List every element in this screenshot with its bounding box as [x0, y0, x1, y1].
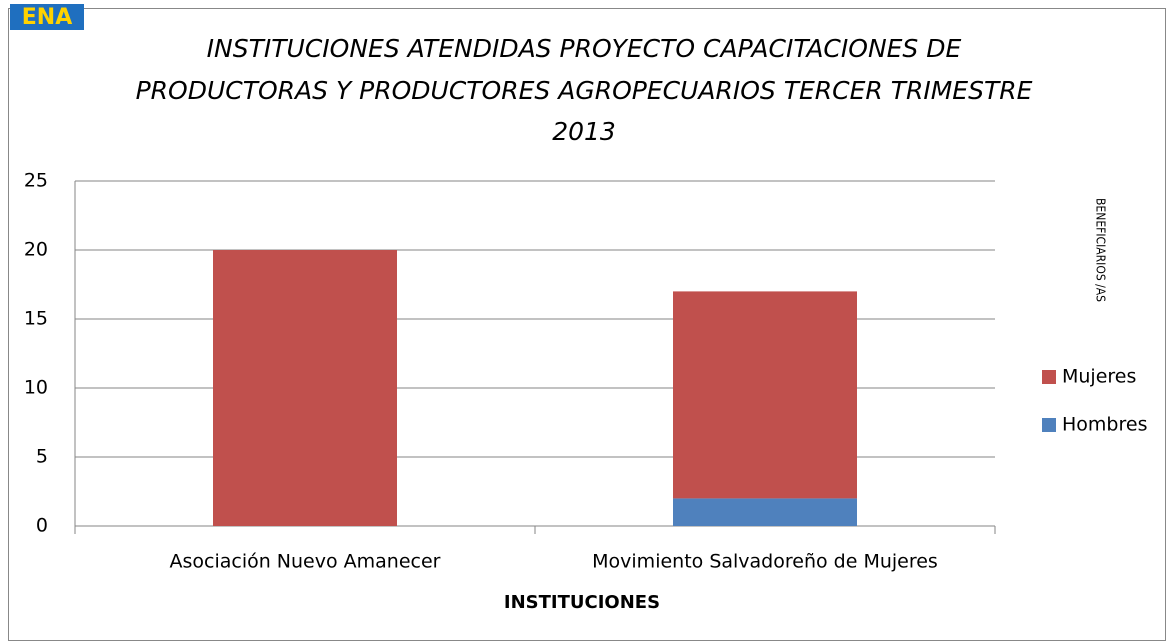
legend-label: Hombres: [1062, 414, 1147, 436]
frame: [8, 8, 1166, 641]
y-tick-label: 15: [24, 308, 48, 330]
y-axis-label: BENEFICIARIOS /AS: [1094, 198, 1108, 302]
bar-segment: [673, 291, 857, 499]
bar-segment: [673, 498, 857, 526]
bar-segment: [213, 250, 397, 526]
x-axis-label: INSTITUCIONES: [504, 592, 660, 613]
logo: ENA: [22, 5, 72, 30]
y-tick-label: 5: [36, 446, 48, 468]
logo-bg: [10, 4, 84, 30]
x-tick-label: Asociación Nuevo Amanecer: [169, 551, 440, 573]
chart-title: INSTITUCIONES ATENDIDAS PROYECTO CAPACIT…: [207, 34, 962, 63]
chart-title: PRODUCTORAS Y PRODUCTORES AGROPECUARIOS …: [136, 76, 1033, 105]
y-tick-label: 0: [36, 515, 48, 537]
legend-swatch: [1042, 418, 1056, 432]
x-tick-label: Movimiento Salvadoreño de Mujeres: [592, 551, 938, 573]
y-tick-label: 10: [24, 377, 48, 399]
y-tick-label: 25: [24, 170, 48, 192]
legend-swatch: [1042, 370, 1056, 384]
y-tick-label: 20: [24, 239, 48, 261]
chart-title: 2013: [552, 117, 616, 146]
legend-label: Mujeres: [1062, 366, 1136, 388]
